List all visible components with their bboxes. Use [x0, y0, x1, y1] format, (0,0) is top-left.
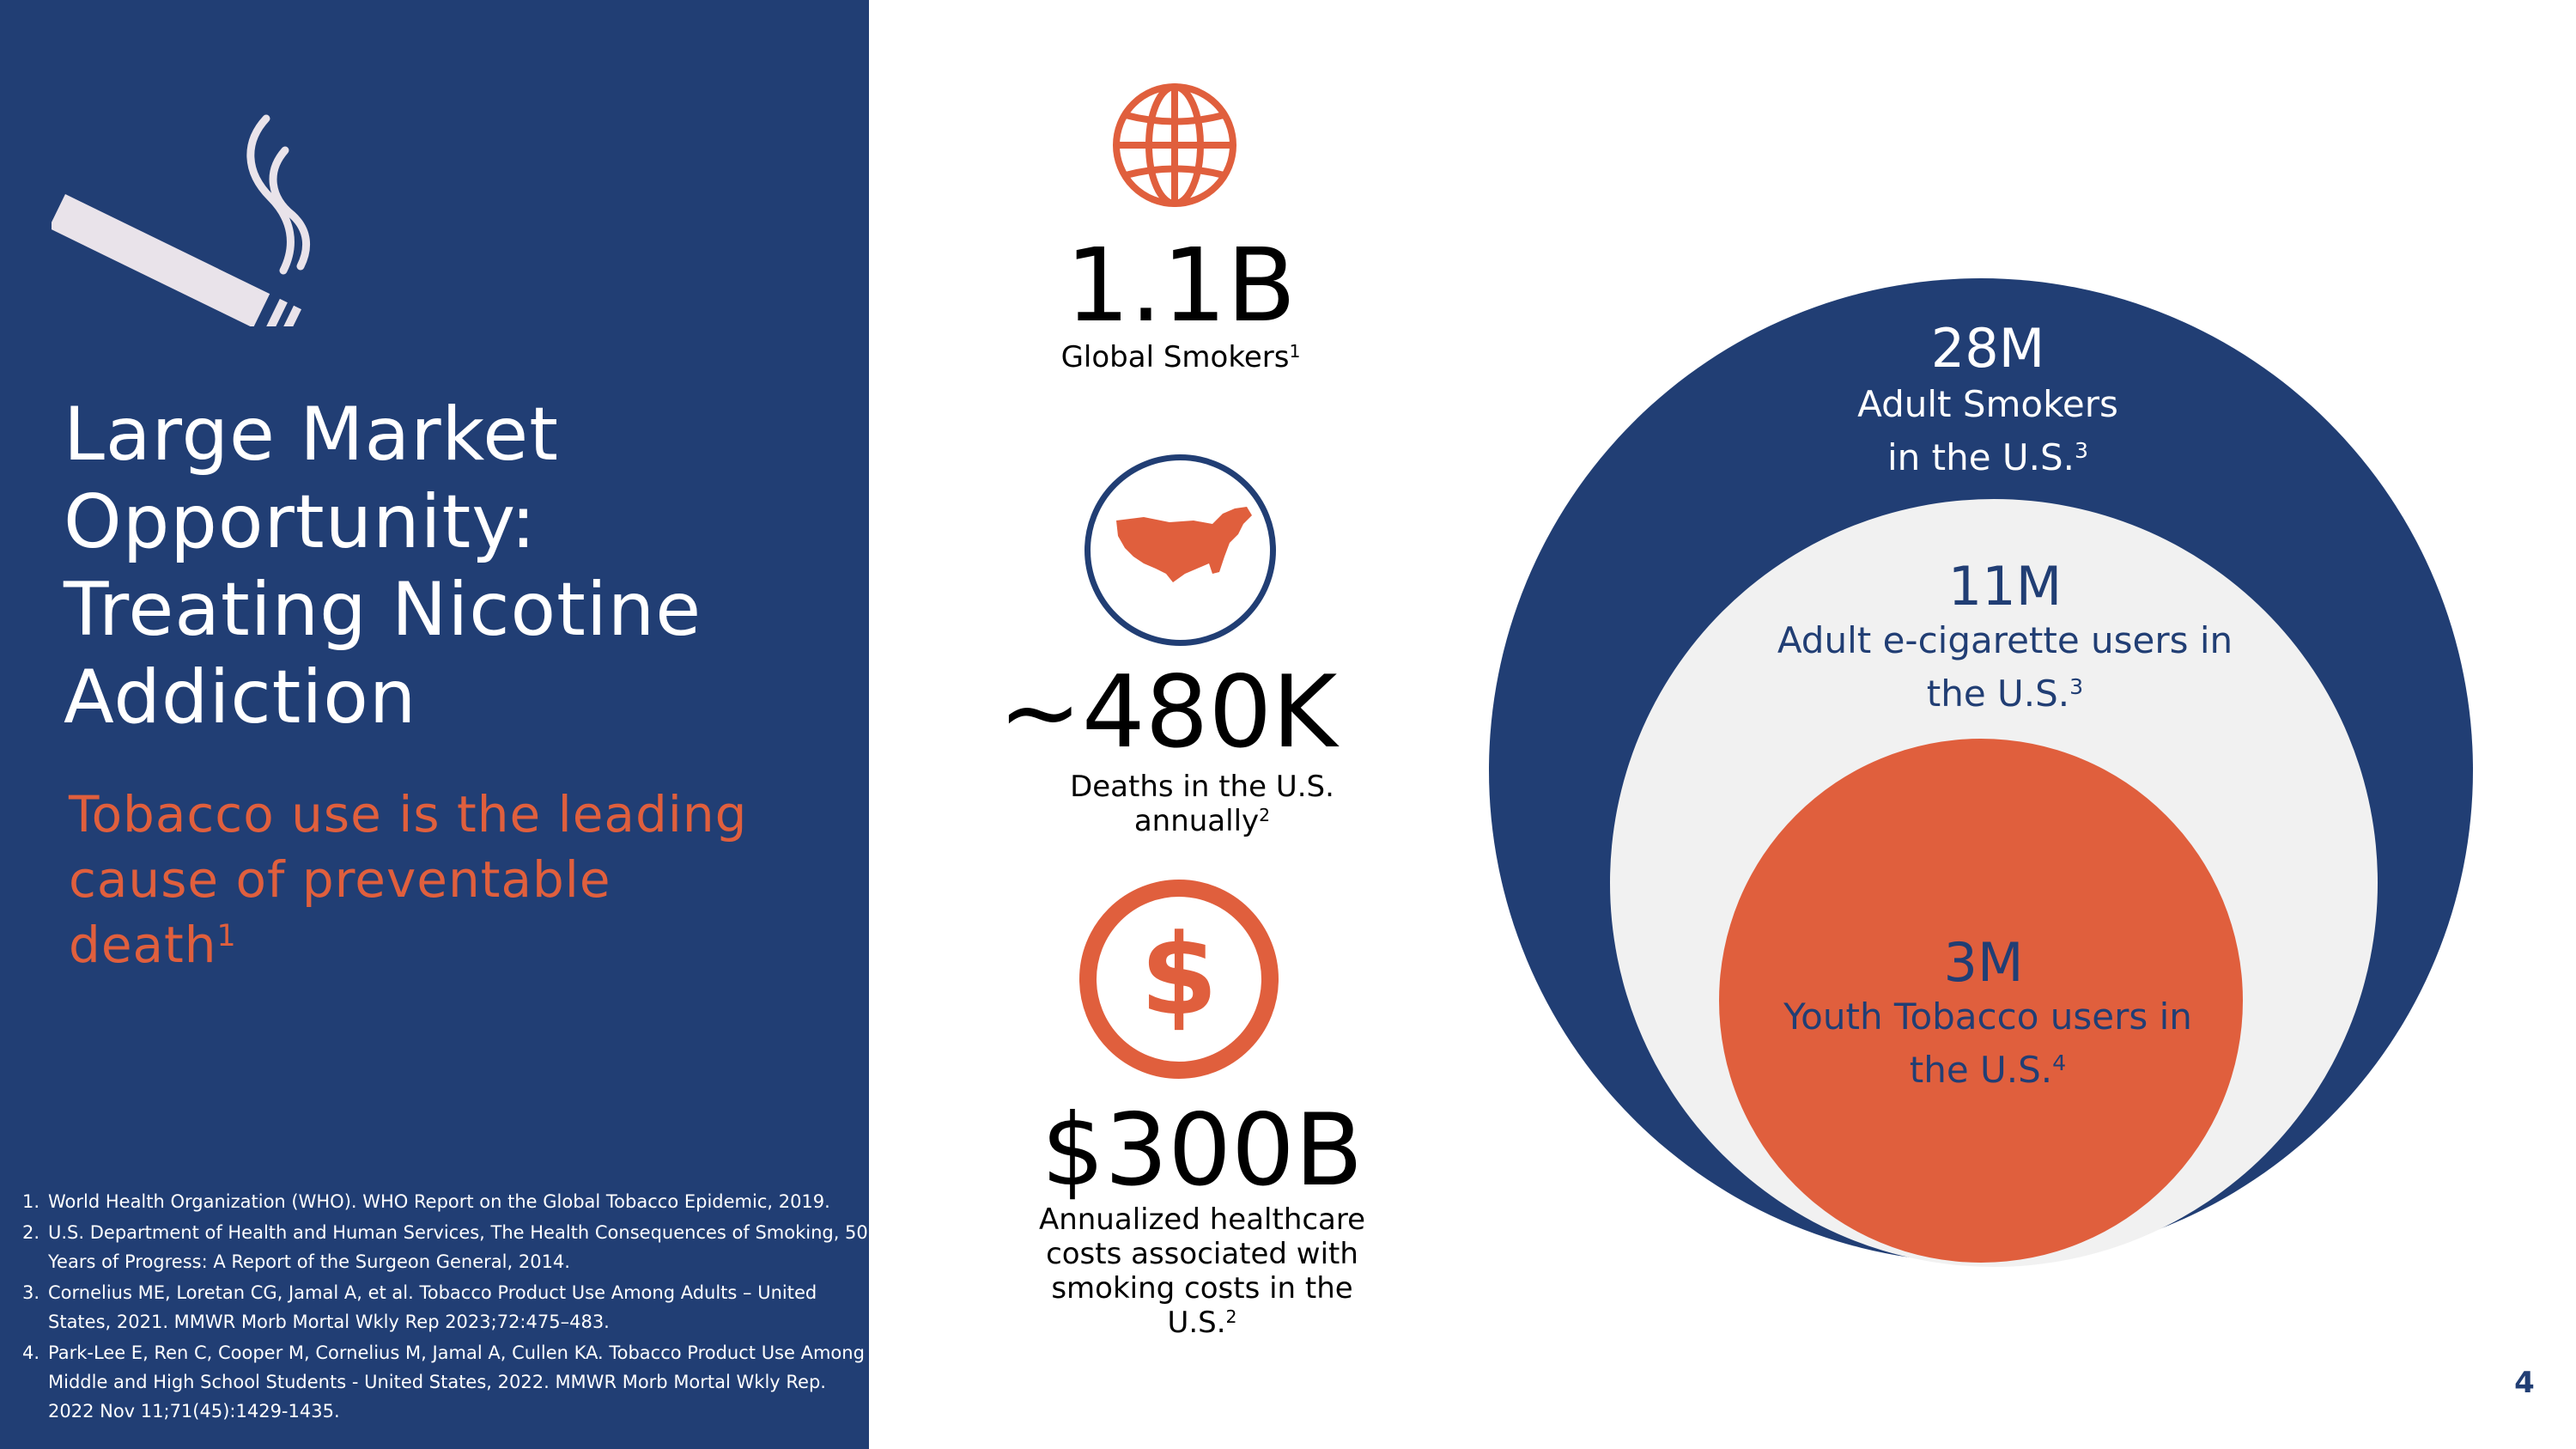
reference-number: 4.	[22, 1342, 40, 1363]
reference-text: 2022 Nov 11;71(45):1429-1435.	[48, 1401, 340, 1422]
global-smokers-label: Global Smokers1	[987, 340, 1374, 374]
title-line: Large Market	[64, 392, 559, 478]
subtitle-line: death1	[69, 912, 841, 977]
label-text: the U.S.	[1926, 673, 2070, 715]
page-number: 4	[2514, 1366, 2535, 1400]
label-text: the U.S.	[1909, 1049, 2053, 1091]
title-line: Opportunity:	[64, 479, 537, 565]
dollar-icon: $	[1079, 880, 1279, 1079]
reference-text: Middle and High School Students - United…	[48, 1372, 826, 1392]
reference-text: U.S. Department of Health and Human Serv…	[48, 1222, 868, 1243]
footnote-marker: 3	[2075, 438, 2089, 464]
adult-ecig-label: Adult e-cigarette users in the U.S.3	[1747, 614, 2263, 721]
label-line: the U.S.3	[1747, 667, 2263, 721]
reference-item: 2. U.S. Department of Health and Human S…	[22, 1218, 868, 1276]
cigarette-icon	[52, 114, 311, 326]
label-line: in the U.S.3	[1760, 431, 2215, 484]
adult-smokers-label: Adult Smokers in the U.S.3	[1760, 378, 2215, 484]
label-line: annually2	[987, 804, 1417, 838]
youth-tobacco-value: 3M	[1943, 931, 2024, 994]
subtitle: Tobacco use is the leading cause of prev…	[69, 782, 841, 977]
usa-map-icon	[1084, 454, 1276, 646]
nested-bubble-chart	[1489, 278, 2473, 1267]
footnote-marker: 1	[1289, 340, 1301, 362]
label-line: Annualized healthcare	[1038, 1202, 1366, 1237]
label-line: U.S.2	[987, 1306, 1417, 1340]
deaths-value: ~480K	[998, 654, 1338, 770]
footnote-marker: 2	[1259, 804, 1271, 825]
title-line: Treating Nicotine	[64, 567, 702, 653]
label-text: Global Smokers	[1060, 340, 1290, 374]
subtitle-last-text: death	[69, 916, 217, 974]
adult-smokers-value: 28M	[1930, 317, 2045, 380]
globe-icon	[1113, 83, 1236, 207]
reference-number: 3.	[22, 1282, 40, 1303]
dollar-glyph: $	[1140, 910, 1218, 1040]
reference-text: Cornelius ME, Loretan CG, Jamal A, et al…	[48, 1282, 817, 1303]
youth-tobacco-label: Youth Tobacco users in the U.S.4	[1735, 990, 2241, 1097]
references-list: 1. World Health Organization (WHO). WHO …	[22, 1187, 868, 1428]
label-text: annually	[1133, 804, 1260, 838]
global-smokers-value: 1.1B	[1065, 226, 1297, 344]
deaths-label: Deaths in the U.S. annually2	[987, 770, 1417, 838]
label-text: in the U.S.	[1886, 436, 2075, 478]
title-line: Addiction	[64, 654, 417, 740]
footnote-marker: 4	[2052, 1050, 2067, 1076]
reference-text: Years of Progress: A Report of the Surge…	[48, 1251, 570, 1272]
footnote-marker: 2	[1225, 1306, 1237, 1327]
adult-ecig-value: 11M	[1947, 555, 2063, 618]
footnote-marker: 1	[216, 918, 237, 953]
label-line: the U.S.4	[1735, 1044, 2241, 1097]
label-line: smoking costs in the	[1051, 1271, 1353, 1306]
reference-item: 3. Cornelius ME, Loretan CG, Jamal A, et…	[22, 1278, 855, 1336]
label-line: Global Smokers1	[987, 340, 1374, 374]
subtitle-line: cause of preventable	[69, 850, 611, 909]
reference-text: States, 2021. MMWR Morb Mortal Wkly Rep …	[48, 1312, 610, 1332]
label-line: Adult e-cigarette users in	[1777, 619, 2233, 661]
costs-value: $300B	[1041, 1093, 1364, 1209]
label-line: costs associated with	[1046, 1237, 1358, 1271]
costs-label: Annualized healthcare costs associated w…	[987, 1202, 1417, 1340]
reference-number: 2.	[22, 1222, 40, 1243]
youth-tobacco-circle	[1719, 739, 2243, 1263]
reference-item: 1. World Health Organization (WHO). WHO …	[22, 1187, 855, 1216]
footnote-marker: 3	[2069, 674, 2084, 700]
reference-item: 4. Park-Lee E, Ren C, Cooper M, Corneliu…	[22, 1338, 865, 1426]
subtitle-line: Tobacco use is the leading	[69, 785, 748, 843]
label-line: Adult Smokers	[1857, 383, 2118, 425]
label-line: Youth Tobacco users in	[1783, 995, 2192, 1038]
reference-text: Park-Lee E, Ren C, Cooper M, Cornelius M…	[48, 1342, 865, 1363]
label-text: U.S.	[1167, 1306, 1226, 1340]
page-title: Large Market Opportunity: Treating Nicot…	[64, 391, 836, 741]
label-line: Deaths in the U.S.	[1070, 770, 1334, 804]
left-panel: Large Market Opportunity: Treating Nicot…	[0, 0, 869, 1449]
reference-number: 1.	[22, 1191, 40, 1212]
reference-text: World Health Organization (WHO). WHO Rep…	[48, 1191, 830, 1212]
